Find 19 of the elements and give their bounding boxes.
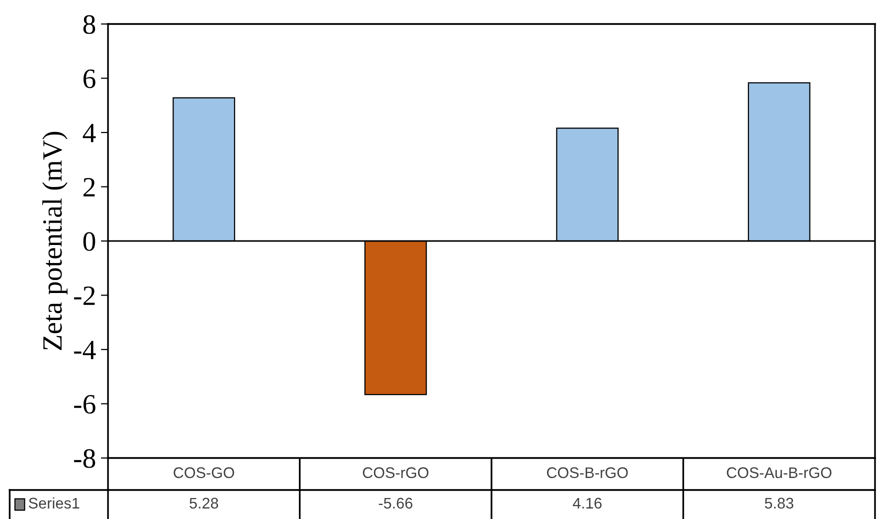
y-tick-label: 2 [84, 178, 95, 196]
text: Series1 [28, 497, 80, 509]
y-tick-label: -8 [74, 449, 96, 468]
data-label: 5.83 [764, 498, 794, 509]
y-tick-label: -6 [74, 394, 96, 414]
y-tick-label: 8 [83, 15, 96, 34]
y-axis-title: Zeta potential (mV) [42, 132, 68, 350]
x-tick-label: COS-B-rGO [546, 467, 628, 478]
x-tick-label: COS-Au-B-rGO [726, 467, 832, 478]
data-label: 4.16 [572, 498, 602, 509]
y-tick-label: -4 [74, 340, 96, 360]
y-tick-label: 6 [84, 69, 96, 88]
y-tick-label: 0 [83, 232, 96, 251]
x-tick-label: COS-GO [174, 467, 234, 478]
y-tick-label: -2 [74, 286, 95, 305]
y-tick-label: 4 [82, 124, 96, 142]
data-label: -5.66 [378, 498, 412, 509]
data-label: 5.28 [190, 498, 218, 509]
x-tick-label: COS-rGO [362, 467, 428, 478]
